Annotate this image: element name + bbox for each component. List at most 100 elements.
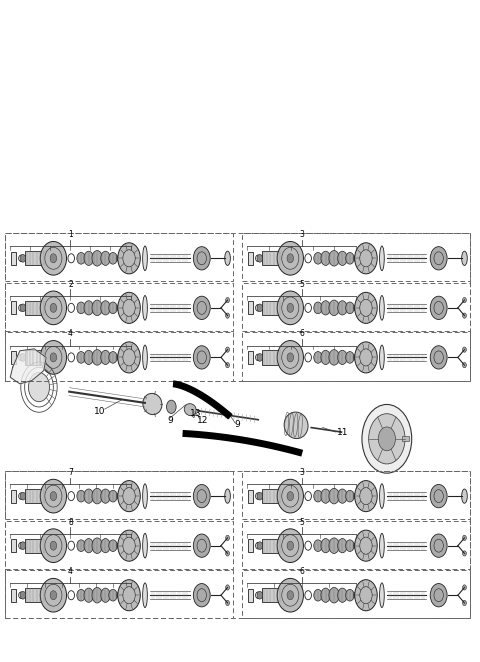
Bar [242,570,470,618]
Ellipse shape [109,252,117,264]
Ellipse shape [346,252,354,264]
Circle shape [355,293,377,324]
Ellipse shape [109,491,117,502]
Ellipse shape [338,489,347,503]
Ellipse shape [338,539,347,553]
Ellipse shape [40,340,67,374]
Ellipse shape [40,529,67,563]
Ellipse shape [40,291,67,324]
Ellipse shape [109,302,117,314]
Text: 2: 2 [68,279,73,289]
Bar [25,588,45,602]
Ellipse shape [101,489,110,503]
Circle shape [226,600,229,606]
Ellipse shape [92,350,102,365]
Ellipse shape [277,242,303,275]
Text: 8: 8 [68,518,73,526]
Circle shape [167,401,176,413]
Circle shape [463,347,467,352]
Ellipse shape [109,540,117,551]
Circle shape [430,296,447,320]
Circle shape [287,591,294,600]
Circle shape [20,304,26,312]
Circle shape [226,313,229,318]
Circle shape [118,530,140,561]
Ellipse shape [329,300,339,316]
Circle shape [354,543,358,548]
Circle shape [287,492,294,500]
Circle shape [20,493,26,500]
Circle shape [50,591,57,600]
Bar [5,520,233,569]
Circle shape [463,297,467,303]
Ellipse shape [225,489,230,503]
Circle shape [226,585,229,590]
Ellipse shape [321,251,330,265]
Circle shape [20,591,26,599]
Ellipse shape [84,350,94,365]
Ellipse shape [92,489,102,504]
Ellipse shape [329,587,339,603]
Circle shape [362,404,412,473]
Circle shape [118,580,140,611]
Circle shape [355,243,377,274]
Ellipse shape [77,540,85,551]
Text: 6: 6 [299,567,304,576]
Ellipse shape [92,587,102,603]
Circle shape [50,492,57,500]
Ellipse shape [77,589,85,601]
Ellipse shape [84,489,94,503]
Ellipse shape [346,352,354,363]
Bar [11,539,16,552]
Ellipse shape [84,301,94,315]
Circle shape [369,414,405,464]
Circle shape [50,303,57,312]
Ellipse shape [92,538,102,553]
Circle shape [193,247,210,270]
Circle shape [430,534,447,557]
Circle shape [118,243,140,274]
Bar [5,471,470,618]
Ellipse shape [346,540,354,551]
Bar [25,350,45,365]
Ellipse shape [329,250,339,266]
Text: 4: 4 [68,329,73,338]
Bar [5,570,233,618]
Circle shape [287,303,294,312]
Text: 13: 13 [190,409,201,418]
Circle shape [226,536,229,540]
Circle shape [354,494,358,498]
Ellipse shape [77,252,85,264]
Circle shape [117,494,120,498]
Polygon shape [10,349,46,384]
Ellipse shape [314,540,322,551]
Circle shape [20,542,26,549]
Ellipse shape [184,404,196,416]
Bar [25,489,45,503]
Ellipse shape [321,489,330,503]
Circle shape [378,427,396,451]
Circle shape [257,591,263,599]
Ellipse shape [77,302,85,314]
Circle shape [20,354,26,361]
Ellipse shape [143,583,147,608]
Text: 3: 3 [299,230,304,239]
Ellipse shape [380,534,384,558]
Bar [242,283,470,331]
Text: 3: 3 [299,468,304,477]
Ellipse shape [329,489,339,504]
Bar [11,252,16,265]
Ellipse shape [101,539,110,553]
Text: 7: 7 [68,468,73,477]
Bar [262,489,282,503]
Ellipse shape [225,251,230,265]
Circle shape [257,304,263,312]
Bar [262,539,282,553]
Bar [262,350,282,365]
Circle shape [430,346,447,369]
Ellipse shape [338,350,347,365]
Circle shape [430,584,447,607]
Bar [262,301,282,315]
Circle shape [257,542,263,549]
Text: 6: 6 [299,329,304,338]
